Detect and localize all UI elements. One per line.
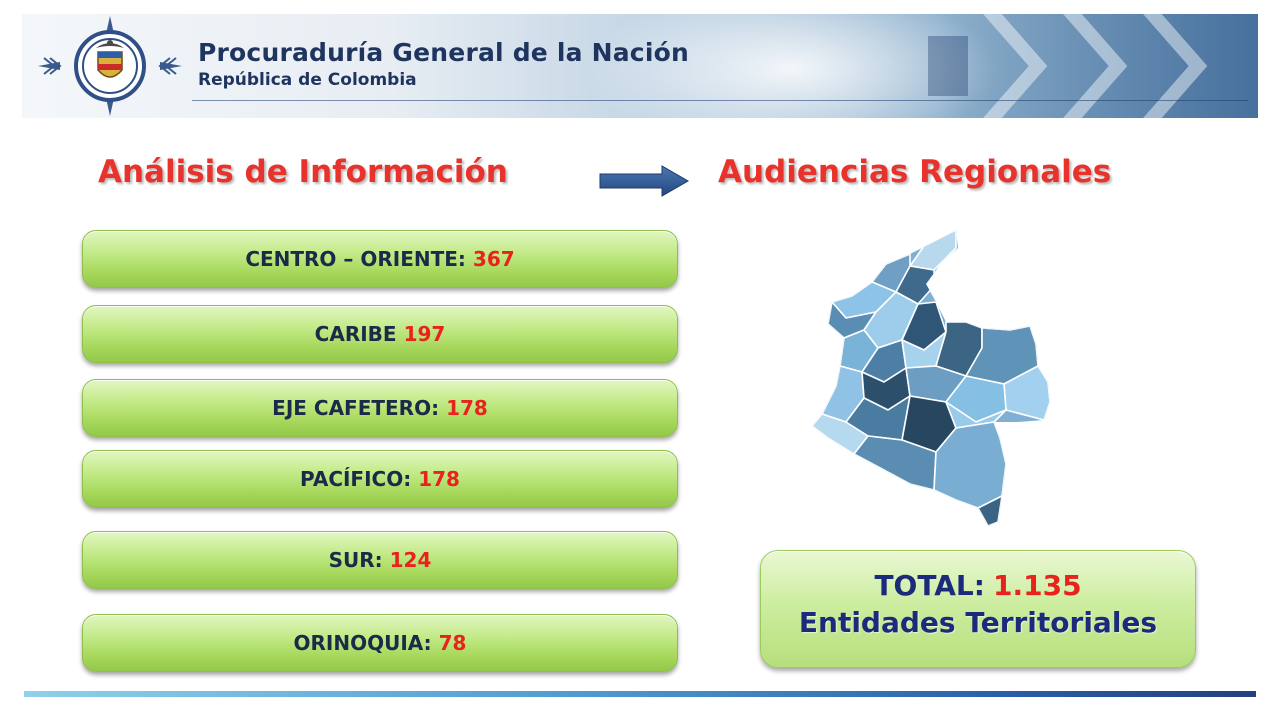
right-arrow-icon: [599, 165, 690, 197]
total-label: TOTAL:: [874, 569, 985, 602]
region-label: ORINOQUIA:: [293, 631, 432, 655]
region-pill-caribe: CARIBE 197: [82, 305, 678, 363]
banner-rule: [192, 100, 1248, 101]
header-banner: Procuraduría General de la Nación Repúbl…: [22, 14, 1258, 118]
region-label: EJE CAFETERO:: [272, 396, 440, 420]
coat-of-arms-seal-icon: [38, 16, 182, 116]
region-pill-sur: SUR: 124: [82, 531, 678, 589]
region-value: 367: [472, 247, 515, 271]
heading-regional-hearings: Audiencias Regionales: [718, 154, 1112, 190]
total-subtitle: Entidades Territoriales: [798, 606, 1158, 639]
heading-information-analysis: Análisis de Información: [98, 154, 508, 190]
region-pill-orinoquia: ORINOQUIA: 78: [82, 614, 678, 672]
region-value: 178: [446, 396, 488, 420]
total-value: 1.135: [992, 569, 1082, 602]
region-label: PACÍFICO:: [300, 467, 412, 491]
region-value: 124: [389, 548, 432, 572]
organization-subtitle: República de Colombia: [198, 70, 417, 90]
region-value: 197: [403, 322, 446, 346]
region-value: 178: [418, 467, 460, 491]
banner-decoration-icon: [928, 14, 1208, 118]
region-pill-eje-cafetero: EJE CAFETERO: 178: [82, 379, 678, 437]
region-label: CENTRO – ORIENTE:: [245, 247, 466, 271]
region-label: CARIBE: [314, 322, 397, 346]
region-value: 78: [438, 631, 467, 655]
total-summary-box: TOTAL: 1.135 Entidades Territoriales: [760, 550, 1196, 668]
footer-rule: [24, 691, 1256, 697]
total-line: TOTAL: 1.135: [761, 569, 1195, 602]
colombia-map-icon: [812, 230, 1050, 526]
region-pill-centro-oriente: CENTRO – ORIENTE: 367: [82, 230, 678, 288]
region-pill-pacifico: PACÍFICO: 178: [82, 450, 678, 508]
region-label: SUR:: [328, 548, 383, 572]
organization-name: Procuraduría General de la Nación: [198, 38, 689, 67]
